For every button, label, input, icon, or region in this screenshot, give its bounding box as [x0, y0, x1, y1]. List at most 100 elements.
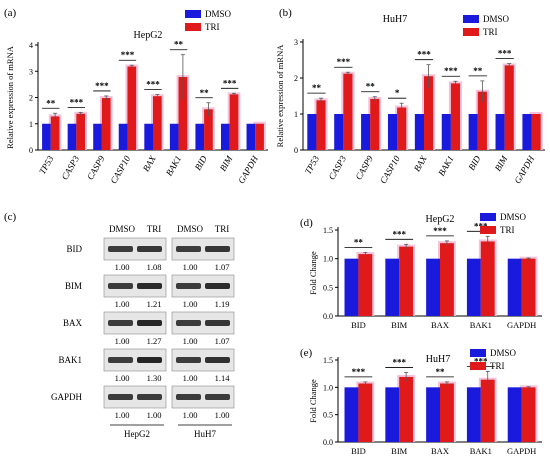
- panel-a-hepg2-mrna-chart: (a) HepG2 0 1 2 3 4 Relative expression of mRNA…: [0, 0, 275, 208]
- y-tick-label: 1.0: [323, 255, 333, 264]
- blot-row-label: BAX: [63, 318, 83, 328]
- dmso-bar: [195, 123, 205, 150]
- legend-label: TRI: [500, 225, 515, 235]
- tri-bar: [399, 376, 414, 442]
- x-tick-label: BAX: [141, 154, 158, 174]
- panel-label: (c): [4, 211, 17, 223]
- dmso-bar: [507, 387, 522, 442]
- significance-label: ***: [417, 50, 431, 60]
- legend: DMSO TRI: [480, 212, 527, 235]
- legend: DMSO TRI: [185, 9, 232, 32]
- dmso-bar: [344, 258, 359, 316]
- tri-bar: [480, 379, 495, 442]
- tri-bar: [440, 243, 454, 316]
- blot-band: [137, 357, 162, 363]
- blot-band: [176, 394, 201, 400]
- dmso-bar: [466, 387, 481, 442]
- tri-bar: [153, 96, 162, 150]
- blot-band: [108, 394, 133, 400]
- x-tick-label: CASP9: [353, 154, 375, 182]
- x-tick-label: BIM: [391, 320, 408, 330]
- blot-frame: [103, 274, 167, 298]
- significance-label: **: [366, 82, 376, 92]
- tri-bar: [521, 258, 536, 316]
- significance-label: ***: [433, 226, 447, 236]
- significance-label: ***: [223, 78, 237, 88]
- significance-label: *: [395, 88, 400, 98]
- y-tick-label: 1: [294, 110, 298, 119]
- blot-frame: [171, 385, 235, 409]
- blot-quant-value: 1.00: [147, 410, 162, 420]
- legend-label: DMSO: [500, 212, 527, 222]
- legend-swatch-dmso: [480, 213, 496, 221]
- legend-label: DMSO: [490, 348, 517, 358]
- significance-label: ***: [337, 57, 351, 67]
- group-label: HepG2: [124, 429, 150, 439]
- tri-bar: [480, 241, 495, 316]
- chart-title: HepG2: [134, 30, 163, 41]
- legend: DMSO TRI: [463, 14, 510, 37]
- tri-bar: [101, 98, 111, 150]
- dmso-bar: [344, 387, 359, 442]
- x-tick-label: BAX: [431, 320, 449, 330]
- dmso-bar: [414, 114, 424, 150]
- x-tick-label: BAK1: [436, 154, 455, 178]
- x-tick-label: BID: [351, 446, 366, 456]
- blot-band: [108, 320, 133, 326]
- blot-row-label: BAK1: [58, 355, 82, 365]
- tri-bar: [76, 113, 86, 150]
- tri-bar: [370, 98, 380, 150]
- blot-quant-value: 1.00: [115, 373, 130, 383]
- y-tick-label: 0.5: [323, 283, 333, 292]
- blot-frame: [171, 274, 235, 298]
- dmso-bar: [118, 123, 128, 150]
- tri-bar: [450, 83, 461, 150]
- dmso-bar: [468, 114, 478, 150]
- significance-label: ***: [392, 358, 406, 368]
- y-tick-label: 3: [29, 67, 33, 76]
- blot-quant-value: 1.27: [147, 336, 162, 346]
- significance-label: ***: [70, 97, 84, 107]
- blot-band: [205, 246, 230, 252]
- blot-quant-value: 1.07: [215, 336, 230, 346]
- significance-label: ***: [352, 367, 366, 377]
- blot-frame: [103, 237, 167, 261]
- legend-swatch-dmso: [185, 10, 201, 18]
- x-tick-label: BID: [351, 320, 366, 330]
- x-tick-label: BAX: [412, 154, 429, 174]
- chart-svg: (e) HuH7 0.0 0.5 1.0 1.5 Fold Change *** BID *** B…: [300, 347, 542, 456]
- y-tick-label: 1: [29, 120, 33, 129]
- y-axis-label: Relative expression of mRNA: [5, 45, 15, 149]
- blot-band: [137, 320, 162, 326]
- blot-quant-value: 1.30: [147, 373, 162, 383]
- tri-bar: [440, 383, 454, 442]
- panel-e-huh7-fold-change-chart: (e) HuH7 0.0 0.5 1.0 1.5 Fold Change *** BID *** B…: [300, 338, 550, 464]
- blot-quant-value: 1.00: [115, 410, 130, 420]
- legend-swatch-tri: [463, 28, 479, 36]
- dmso-bar: [426, 387, 440, 442]
- dmso-bar: [507, 258, 522, 316]
- x-tick-label: BAX: [431, 446, 449, 456]
- x-tick-label: CASP10: [108, 154, 132, 186]
- dmso-bar: [466, 258, 481, 316]
- dmso-bar: [220, 123, 230, 150]
- x-tick-label: BAK1: [470, 320, 492, 330]
- dmso-bar: [144, 123, 153, 150]
- chart-svg: (d) HepG2 0.0 0.5 1.0 1.5 Fold Change ** BID *** B…: [300, 212, 542, 330]
- tri-bar: [424, 76, 434, 150]
- blot-frame: [171, 348, 235, 372]
- panel-label: (d): [300, 217, 313, 229]
- significance-label: **: [46, 98, 56, 108]
- panel-label: (b): [279, 7, 292, 19]
- blot-band: [205, 357, 230, 363]
- blot-band: [108, 283, 133, 289]
- significance-label: **: [473, 66, 483, 76]
- blot-band: [176, 283, 201, 289]
- blot-quant-value: 1.00: [115, 299, 130, 309]
- significance-label: ***: [121, 50, 135, 60]
- y-axis-label: Fold Change: [308, 251, 318, 295]
- tri-bar: [531, 114, 541, 150]
- blot-quant-value: 1.00: [215, 410, 230, 420]
- significance-label: ***: [498, 49, 512, 59]
- tri-bar: [504, 65, 514, 150]
